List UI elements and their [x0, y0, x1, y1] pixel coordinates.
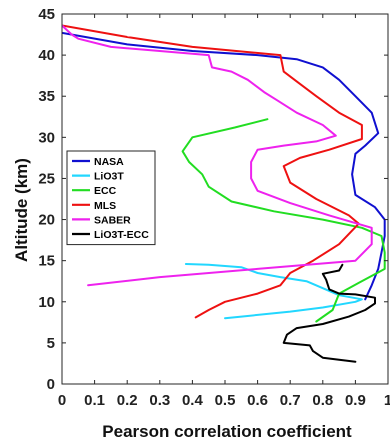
- axes: 0 0.1 0.2 0.3 0.4 0.5 0.6 0.7 0.8 0.9 105101520253…: [38, 6, 390, 409]
- series-line-lio3t-ecc: [282, 263, 376, 363]
- x-tick-label: 0.6: [247, 392, 268, 409]
- series-line-mls: [62, 24, 363, 319]
- x-tick-label: 0.5: [215, 392, 236, 409]
- legend-label: MLS: [94, 200, 116, 212]
- y-tick-label: 30: [38, 129, 55, 146]
- x-tick-label: 0.9: [345, 392, 366, 409]
- legend-label: LiO3T: [94, 171, 124, 183]
- legend-label: NASA: [94, 156, 124, 168]
- x-tick-label: 0.3: [149, 392, 170, 409]
- x-tick-label: 0.8: [312, 392, 333, 409]
- series-line-ecc: [181, 118, 386, 323]
- x-tick-label: 1: [384, 392, 390, 409]
- y-axis-title: Altitude (km): [12, 158, 31, 262]
- legend-label: ECC: [94, 185, 117, 197]
- y-tick-label: 35: [38, 88, 55, 105]
- x-tick-label: 0.7: [280, 392, 301, 409]
- x-tick-label: 0.1: [84, 392, 105, 409]
- series-line-nasa: [62, 31, 386, 301]
- legend: NASA LiO3T ECC MLS SABER LiO3T-ECC: [66, 150, 156, 246]
- y-tick-label: 5: [47, 335, 55, 352]
- x-tick-label: 0.2: [117, 392, 138, 409]
- y-tick-label: 10: [38, 294, 55, 311]
- y-tick-label: 40: [38, 47, 55, 64]
- series-line-saber: [62, 24, 373, 287]
- y-tick-label: 45: [38, 6, 55, 23]
- y-tick-label: 0: [47, 376, 55, 393]
- y-tick-label: 20: [38, 212, 55, 229]
- plot-area: [62, 24, 386, 363]
- x-tick-label: 0.4: [182, 392, 204, 409]
- legend-box: [66, 150, 156, 246]
- y-tick-label: 15: [38, 253, 55, 270]
- legend-label: LiO3T-ECC: [94, 229, 149, 241]
- legend-label: SABER: [94, 214, 131, 226]
- x-tick-label: 0: [58, 392, 66, 409]
- x-axis-title: Pearson correlation coefficient: [102, 422, 352, 441]
- y-tick-label: 25: [38, 170, 55, 187]
